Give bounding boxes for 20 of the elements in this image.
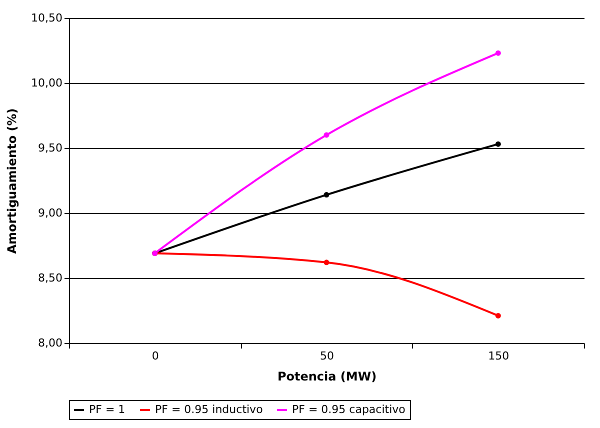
y-tick-label: 8,50 [38, 272, 62, 284]
x-tick-label: 150 [488, 350, 510, 362]
y-tick-label: 9,50 [38, 142, 62, 154]
y-tick-label: 10,50 [31, 12, 62, 24]
x-tick-label: 0 [152, 350, 159, 362]
legend-label: PF = 1 [89, 403, 126, 416]
point [495, 50, 501, 56]
y-tick-label: 9,00 [38, 206, 62, 220]
y-tick-label: 8,00 [38, 336, 62, 350]
x-tick-label: 50 [320, 350, 334, 362]
point [324, 192, 330, 198]
point [324, 132, 330, 138]
legend-label: PF = 0.95 capacitivo [292, 403, 406, 416]
x-axis-title: Potencia (MW) [277, 370, 377, 384]
y-axis-title: Amortiguamiento (%) [5, 108, 20, 254]
point [324, 260, 330, 266]
point [495, 141, 501, 147]
y-tick-label: 10,00 [31, 76, 62, 90]
legend-label: PF = 0.95 inductivo [155, 403, 264, 416]
point [495, 312, 501, 318]
